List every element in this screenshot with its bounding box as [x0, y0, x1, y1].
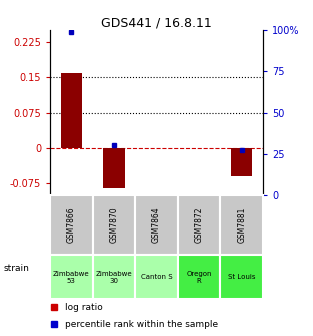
Bar: [220, 195, 263, 255]
Text: Zimbabwe
53: Zimbabwe 53: [53, 271, 90, 284]
Bar: [50, 255, 93, 299]
Bar: [135, 195, 178, 255]
Bar: [178, 195, 220, 255]
Bar: [231, 148, 252, 176]
Text: strain: strain: [3, 264, 29, 273]
Text: GSM7870: GSM7870: [110, 207, 118, 244]
Bar: [50, 195, 93, 255]
Text: GSM7864: GSM7864: [152, 207, 161, 244]
Text: Oregon
R: Oregon R: [186, 271, 212, 284]
Text: GSM7881: GSM7881: [237, 207, 246, 243]
Text: percentile rank within the sample: percentile rank within the sample: [65, 320, 218, 329]
Text: Canton S: Canton S: [141, 274, 172, 280]
Text: GSM7866: GSM7866: [67, 207, 76, 244]
Bar: [93, 255, 135, 299]
Bar: [178, 255, 220, 299]
Bar: [61, 73, 82, 148]
Text: St Louis: St Louis: [228, 274, 255, 280]
Title: GDS441 / 16.8.11: GDS441 / 16.8.11: [101, 16, 212, 29]
Text: log ratio: log ratio: [65, 303, 103, 312]
Text: Zimbabwe
30: Zimbabwe 30: [95, 271, 132, 284]
Text: GSM7872: GSM7872: [195, 207, 203, 243]
Bar: [135, 255, 178, 299]
Bar: [93, 195, 135, 255]
Bar: [220, 255, 263, 299]
Bar: [103, 148, 125, 188]
